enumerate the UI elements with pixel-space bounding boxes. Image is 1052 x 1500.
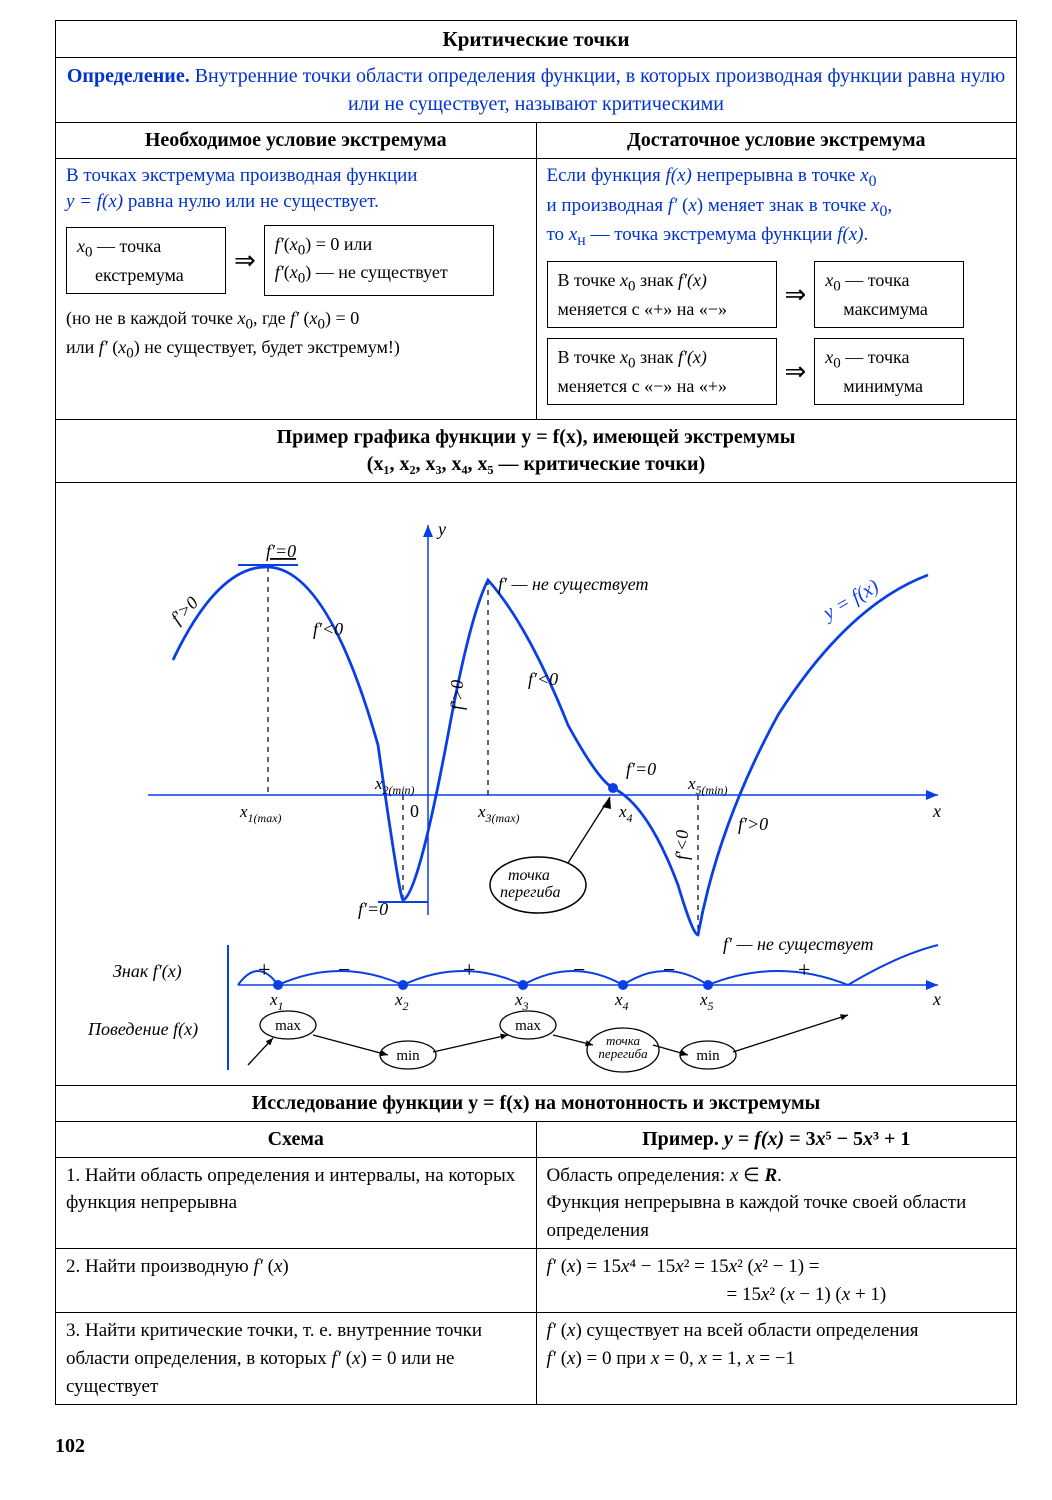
arrow-icon: ⇒	[783, 277, 809, 312]
svg-text:x: x	[932, 801, 941, 821]
svg-text:−: −	[573, 957, 585, 982]
arrow-icon: ⇒	[232, 243, 258, 278]
col-right-head: Достаточное условие экстремума	[536, 123, 1017, 159]
row1-left: 1. Найти область определения и интервалы…	[56, 1157, 537, 1249]
scheme-head-right: Пример. y = f(x) = 3x⁵ − 5x³ + 1	[536, 1121, 1017, 1157]
row2-left: 2. Найти производную f′ (x)	[56, 1249, 537, 1313]
svg-text:−: −	[338, 957, 350, 982]
svg-text:f′=0: f′=0	[266, 541, 296, 561]
svg-text:x5(min): x5(min)	[687, 774, 728, 797]
svg-text:f′>0: f′>0	[167, 593, 202, 628]
chart-title: Пример графика функции y = f(x), имеющей…	[56, 420, 1017, 483]
svg-text:f′<0: f′<0	[672, 830, 692, 860]
arrow-icon: ⇒	[783, 354, 809, 389]
main-title: Критические точки	[56, 21, 1017, 58]
svg-text:min: min	[396, 1048, 420, 1064]
necessary-cell: В точках экстремума производная функции …	[56, 159, 537, 420]
row2-right: f′ (x) = 15x⁴ − 15x² = 15x² (x² − 1) = =…	[536, 1249, 1017, 1313]
svg-text:x1: x1	[269, 990, 284, 1013]
scheme-row-2: 2. Найти производную f′ (x) f′ (x) = 15x…	[56, 1249, 1017, 1313]
chart-title-l1: Пример графика функции y = f(x), имеющей…	[277, 426, 796, 448]
right-row1: В точке x0 знак f′(x)меняется с «+» на «…	[547, 261, 1007, 328]
def-text: Внутренние точки области определения фун…	[195, 65, 1005, 115]
row3-left: 3. Найти критические точки, т. е. внутре…	[56, 1313, 537, 1405]
def-label: Определение.	[67, 65, 190, 87]
svg-text:+: +	[798, 957, 810, 982]
chart-title-l2: (x₁, x₂, x₃, x₄, x₅ — критические точки)	[367, 453, 705, 475]
box-x0-extremum: x0 — точка екстремума	[66, 227, 226, 294]
svg-text:x2: x2	[394, 990, 409, 1013]
svg-text:f′ — не существует: f′ — не существует	[498, 574, 649, 594]
extrema-chart: y x 0 f′>0 f′=0 f′<0 f′=0 f′>0 f′ — не существуе…	[58, 485, 998, 1075]
svg-text:f′<0: f′<0	[313, 619, 343, 639]
row1-right: Область определения: x ∈ R. Функция непр…	[536, 1157, 1017, 1249]
svg-text:f′=0: f′=0	[358, 899, 388, 919]
svg-text:max: max	[275, 1018, 301, 1034]
svg-text:+: +	[258, 957, 270, 982]
scheme-row-3: 3. Найти критические точки, т. е. внутре…	[56, 1313, 1017, 1405]
svg-text:min: min	[696, 1048, 720, 1064]
scheme-head-left: Схема	[56, 1121, 537, 1157]
box-minus-plus: В точке x0 знак f′(x)меняется с «−» на «…	[547, 338, 777, 405]
critical-points-table: Критические точки Определение. Внутренни…	[55, 20, 1017, 1405]
sufficient-cell: Если функция f(x) непрерывна в точке x0 …	[536, 159, 1017, 420]
left-note: (но не в каждой точке x0, где f′ (x0) = …	[66, 306, 526, 364]
svg-text:+: +	[463, 957, 475, 982]
page-number: 102	[55, 1433, 1017, 1460]
svg-text:x4: x4	[614, 990, 629, 1013]
svg-text:Поведение f(x): Поведение f(x)	[87, 1019, 198, 1040]
svg-text:Знак f′(x): Знак f′(x)	[113, 961, 182, 982]
svg-text:0: 0	[410, 801, 419, 821]
svg-text:x: x	[932, 989, 941, 1009]
svg-text:f′<0: f′<0	[528, 669, 558, 689]
svg-text:x1(max): x1(max)	[239, 802, 282, 825]
box-minimum: x0 — точка минимума	[814, 338, 964, 405]
box-fprime: f′(x0) = 0 или f′(x0) — не существует	[264, 225, 494, 297]
box-maximum: x0 — точка максимума	[814, 261, 964, 328]
svg-text:y = f(x): y = f(x)	[818, 575, 883, 625]
right-blue-text: Если функция f(x) непрерывна в точке x0 …	[547, 163, 1007, 250]
scheme-row-1: 1. Найти область определения и интервалы…	[56, 1157, 1017, 1249]
svg-text:x3(max): x3(max)	[477, 802, 520, 825]
svg-text:−: −	[663, 957, 675, 982]
svg-text:max: max	[515, 1018, 541, 1034]
chart-cell: y x 0 f′>0 f′=0 f′<0 f′=0 f′>0 f′ — не существуе…	[56, 483, 1017, 1086]
svg-text:точка: точка	[508, 867, 550, 884]
svg-text:x2(min): x2(min)	[374, 774, 415, 797]
svg-text:f′=0: f′=0	[626, 759, 656, 779]
svg-text:перегиба: перегиба	[598, 1046, 648, 1061]
study-title: Исследование функции y = f(x) на монотон…	[56, 1085, 1017, 1121]
svg-text:f′>0: f′>0	[447, 680, 467, 710]
definition: Определение. Внутренние точки области оп…	[56, 58, 1017, 123]
svg-text:перегиба: перегиба	[500, 884, 561, 901]
svg-text:x5: x5	[699, 990, 714, 1013]
left-box-row: x0 — точка екстремума ⇒ f′(x0) = 0 или f…	[66, 225, 526, 297]
svg-text:x4: x4	[618, 802, 633, 825]
svg-text:y: y	[436, 519, 446, 539]
col-left-head: Необходимое условие экстремума	[56, 123, 537, 159]
box-plus-minus: В точке x0 знак f′(x)меняется с «+» на «…	[547, 261, 777, 328]
svg-text:f′ — не существует: f′ — не существует	[723, 934, 874, 954]
svg-text:f′>0: f′>0	[738, 814, 768, 834]
svg-text:x3: x3	[514, 990, 529, 1013]
row3-right: f′ (x) существует на всей области опреде…	[536, 1313, 1017, 1405]
right-row2: В точке x0 знак f′(x)меняется с «−» на «…	[547, 338, 1007, 405]
left-blue-text: В точках экстремума производная функции …	[66, 163, 526, 214]
